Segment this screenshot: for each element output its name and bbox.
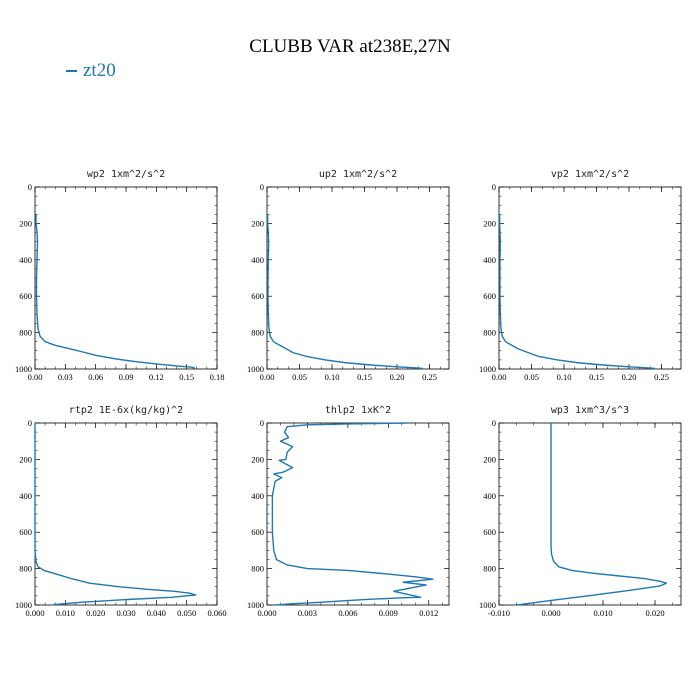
y-tick-label: 200 (251, 218, 264, 228)
y-tick-label: 1000 (247, 600, 264, 610)
subplot-5: thlp2 1xK^2 0.000 0.003 0.006 0.009 0.012 0 200… (247, 405, 450, 618)
figure-title: CLUBB VAR at238E,27N (249, 36, 451, 57)
x-tick-label: 0.18 (210, 372, 225, 382)
y-tick-label: 400 (483, 255, 496, 265)
x-tick-label: 0.006 (338, 608, 357, 618)
x-tick-label: 0.040 (147, 608, 166, 618)
y-tick-label: 0 (28, 182, 32, 192)
y-tick-label: 800 (19, 328, 32, 338)
y-tick-label: 200 (483, 218, 496, 228)
subplot-title: rtp2 1E-6x(kg/kg)^2 (69, 405, 183, 416)
y-tick-label: 400 (19, 255, 32, 265)
subplot-title: vp2 1xm^2/s^2 (551, 169, 629, 180)
y-tick-label: 400 (251, 255, 264, 265)
x-tick-label: 0.25 (422, 372, 437, 382)
y-tick-label: 600 (19, 527, 32, 537)
y-tick-label: 1000 (15, 364, 32, 374)
y-tick-label: 400 (251, 491, 264, 501)
x-tick-label: 0.20 (390, 372, 405, 382)
x-tick-label: 0.000 (257, 608, 276, 618)
x-tick-label: 0.009 (379, 608, 398, 618)
series-line (266, 214, 424, 370)
y-tick-label: 800 (19, 564, 32, 574)
y-tick-label: 800 (483, 328, 496, 338)
y-tick-label: 800 (483, 564, 496, 574)
plot-frame (498, 186, 682, 370)
y-tick-label: 200 (251, 454, 264, 464)
subplot-1: wp2 1xm^2/s^2 0.00 0.03 0.06 0.09 0.12 0.15 0.1… (15, 169, 224, 382)
series-line (34, 423, 197, 606)
x-tick-label: 0.03 (58, 372, 73, 382)
x-tick-label: 0.05 (292, 372, 307, 382)
legend-label: zt20 (83, 60, 116, 81)
plot-frame (498, 422, 682, 606)
subplot-title: up2 1xm^2/s^2 (319, 169, 397, 180)
y-tick-label: 600 (483, 291, 496, 301)
x-tick-label: 0.012 (419, 608, 438, 618)
x-tick-label: -0.010 (488, 608, 510, 618)
series-line (498, 214, 656, 370)
x-tick-label: 0.05 (524, 372, 539, 382)
x-tick-label: 0.000 (541, 608, 560, 618)
x-tick-label: 0.10 (325, 372, 340, 382)
x-tick-label: 0.15 (357, 372, 372, 382)
x-tick-label: 0.030 (116, 608, 135, 618)
y-tick-label: 200 (19, 218, 32, 228)
y-tick-label: 800 (251, 328, 264, 338)
y-tick-label: 600 (19, 291, 32, 301)
x-tick-label: 0.020 (86, 608, 105, 618)
x-tick-label: 0.010 (593, 608, 612, 618)
y-tick-label: 1000 (247, 364, 264, 374)
x-tick-label: 0.003 (298, 608, 317, 618)
y-tick-label: 1000 (479, 600, 496, 610)
x-tick-label: 0.15 (179, 372, 194, 382)
y-tick-label: 0 (260, 182, 264, 192)
x-tick-label: 0.010 (56, 608, 75, 618)
subplot-title: wp2 1xm^2/s^2 (87, 169, 165, 180)
subplot-3: vp2 1xm^2/s^2 0.00 0.05 0.10 0.15 0.20 0.25 0 20… (479, 169, 682, 382)
legend-line-swatch (66, 70, 77, 72)
y-tick-label: 400 (483, 491, 496, 501)
subplot-2: up2 1xm^2/s^2 0.00 0.05 0.10 0.15 0.20 0.25 0 20… (247, 169, 450, 382)
x-tick-label: 0.06 (88, 372, 103, 382)
y-tick-label: 1000 (479, 364, 496, 374)
plot-frame (34, 186, 218, 370)
series-line (35, 214, 195, 369)
y-tick-label: 0 (260, 418, 264, 428)
x-tick-label: 0.09 (119, 372, 134, 382)
x-tick-label: 0.00 (260, 372, 275, 382)
x-tick-label: 0.12 (149, 372, 164, 382)
y-tick-label: 0 (492, 418, 496, 428)
x-tick-label: 0.25 (654, 372, 669, 382)
y-tick-label: 800 (251, 564, 264, 574)
y-tick-label: 600 (251, 527, 264, 537)
y-tick-label: 600 (483, 527, 496, 537)
series-line (271, 422, 434, 606)
legend: zt20 (66, 60, 116, 82)
x-tick-label: 0.060 (207, 608, 226, 618)
x-tick-label: 0.00 (28, 372, 43, 382)
y-tick-label: 400 (19, 491, 32, 501)
subplot-title: thlp2 1xK^2 (325, 405, 391, 416)
x-tick-label: 0.020 (645, 608, 664, 618)
y-tick-label: 600 (251, 291, 264, 301)
x-tick-label: 0.20 (622, 372, 637, 382)
x-tick-label: 0.00 (492, 372, 507, 382)
y-tick-label: 200 (483, 454, 496, 464)
y-tick-label: 1000 (15, 600, 32, 610)
x-tick-label: 0.000 (25, 608, 44, 618)
x-tick-label: 0.15 (589, 372, 604, 382)
plot-frame (34, 422, 218, 606)
plot-frame (266, 186, 450, 370)
y-tick-label: 200 (19, 454, 32, 464)
subplot-6: wp3 1xm^3/s^3 -0.010 0.000 0.010 0.020 0 200 40… (479, 405, 682, 618)
x-tick-label: 0.10 (557, 372, 572, 382)
x-tick-label: 0.050 (177, 608, 196, 618)
series-line (517, 423, 668, 606)
subplot-4: rtp2 1E-6x(kg/kg)^2 0.000 0.010 0.020 0.030 0… (15, 405, 227, 618)
subplot-title: wp3 1xm^3/s^3 (551, 405, 629, 416)
y-tick-label: 0 (28, 418, 32, 428)
y-tick-label: 0 (492, 182, 496, 192)
